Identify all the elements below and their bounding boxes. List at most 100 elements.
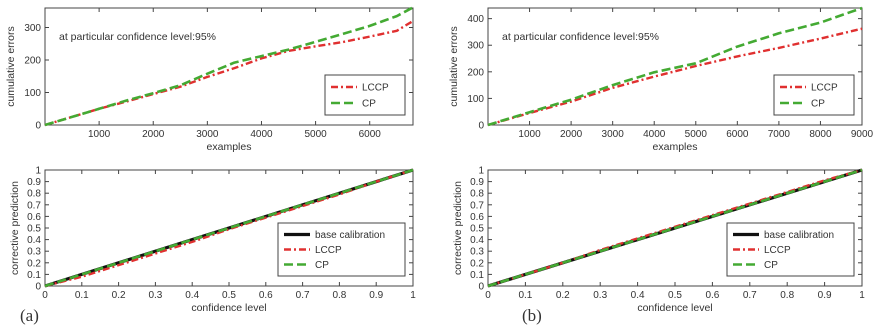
x-tick-label: 0.7: [296, 290, 310, 301]
y-tick-label: 0: [35, 121, 41, 132]
x-tick-label: 0.2: [112, 290, 126, 301]
legend-label: LCCP: [315, 245, 342, 256]
x-tick-label: 1: [410, 290, 416, 301]
x-tick-label: 0.5: [222, 290, 236, 301]
x-tick-label: 0.9: [818, 290, 832, 301]
x-tick-label: 0.1: [518, 290, 532, 301]
y-tick-label: 0.7: [27, 200, 41, 211]
x-tick-label: 0.6: [705, 290, 719, 301]
y-tick-label: 1: [478, 166, 484, 177]
annotation-text: at particular confidence level:95%: [59, 31, 216, 43]
legend-label: LCCP: [811, 83, 838, 94]
series-line-lccp: [487, 27, 863, 127]
y-tick-label: 0.8: [27, 189, 41, 200]
legend: base calibration LCCP CP: [277, 222, 406, 277]
legend-label: base calibration: [315, 230, 385, 241]
legend-label: LCCP: [764, 245, 791, 256]
y-tick-label: 0.9: [470, 177, 484, 188]
legend-label: CP: [315, 260, 329, 271]
legend-label: base calibration: [764, 230, 834, 241]
y-axis-label: cumulative errors: [448, 26, 460, 107]
x-tick-label: 5000: [685, 129, 708, 140]
x-tick-label: 3000: [602, 129, 625, 140]
x-tick-label: 8000: [809, 129, 832, 140]
x-axis-label: confidence level: [191, 302, 266, 314]
legend: LCCP CP: [324, 74, 406, 116]
x-tick-label: 3000: [196, 129, 219, 140]
panel-label-a: (a): [20, 306, 39, 325]
x-tick-label: 0.3: [593, 290, 607, 301]
y-tick-label: 400: [467, 14, 484, 25]
annotation-text: at particular confidence level:95%: [502, 31, 659, 43]
y-tick-label: 0.4: [27, 235, 41, 246]
legend-label: CP: [811, 99, 825, 110]
x-tick-label: 4000: [643, 129, 666, 140]
y-tick-label: 0: [478, 282, 484, 293]
x-tick-label: 4000: [250, 129, 273, 140]
legend-label: CP: [362, 99, 376, 110]
x-tick-label: 0: [42, 290, 48, 301]
x-tick-label: 0.4: [185, 290, 199, 301]
y-tick-label: 0.9: [27, 177, 41, 188]
y-tick-label: 0.1: [470, 270, 484, 281]
y-tick-label: 0.3: [470, 247, 484, 258]
y-tick-label: 200: [467, 67, 484, 78]
y-tick-label: 0.1: [27, 270, 41, 281]
x-axis-label: examples: [653, 141, 698, 153]
x-tick-label: 0.2: [556, 290, 570, 301]
chart-b-top: 1000 2000 3000 4000 5000 6000 7000 8000 9000 0 100…: [448, 6, 874, 153]
legend: LCCP CP: [773, 74, 855, 116]
series-line-cp: [44, 6, 414, 127]
x-tick-label: 0.3: [148, 290, 162, 301]
y-tick-label: 0.5: [470, 224, 484, 235]
x-tick-label: 0.8: [332, 290, 346, 301]
panel-label-b: (b): [522, 306, 542, 325]
x-tick-label: 1000: [88, 129, 111, 140]
chart-a-bottom: 0 0.1 0.2 0.3 0.4 0.5 0.6 0.7 0.8 0.9 100.10.20.30…: [9, 166, 416, 315]
x-tick-label: 5000: [304, 129, 327, 140]
legend: base calibration LCCP CP: [726, 222, 855, 277]
x-tick-label: 1: [859, 290, 865, 301]
x-tick-label: 1000: [518, 129, 541, 140]
x-tick-label: 0.8: [780, 290, 794, 301]
y-tick-label: 0.5: [27, 224, 41, 235]
x-tick-label: 0.1: [75, 290, 89, 301]
x-tick-label: 0.7: [743, 290, 757, 301]
y-tick-label: 0.7: [470, 200, 484, 211]
y-tick-label: 100: [467, 94, 484, 105]
series-line-cp: [487, 168, 863, 288]
x-tick-label: 2000: [142, 129, 165, 140]
x-tick-label: 2000: [560, 129, 583, 140]
legend-label: LCCP: [362, 83, 389, 94]
y-axis-label: corrective prediction: [9, 181, 21, 275]
y-tick-label: 300: [467, 41, 484, 52]
y-tick-label: 200: [24, 56, 41, 67]
x-axis-label: confidence level: [637, 302, 712, 314]
series-line-cp: [487, 6, 863, 127]
y-tick-label: 0.6: [27, 212, 41, 223]
y-axis-label: corrective prediction: [452, 181, 464, 275]
x-tick-label: 7000: [768, 129, 791, 140]
x-tick-label: 0.6: [259, 290, 273, 301]
legend-label: CP: [764, 260, 778, 271]
y-axis-label: cumulative errors: [5, 26, 17, 107]
legend-box: [773, 74, 855, 116]
chart-b-bottom: 0 0.1 0.2 0.3 0.4 0.5 0.6 0.7 0.8 0.9 100.10.20.30…: [452, 166, 865, 315]
y-tick-label: 0: [35, 282, 41, 293]
y-tick-label: 100: [24, 88, 41, 99]
y-tick-label: 0.4: [470, 235, 484, 246]
x-tick-label: 6000: [359, 129, 382, 140]
x-tick-label: 0.5: [668, 290, 682, 301]
x-tick-label: 9000: [851, 129, 874, 140]
y-tick-label: 300: [24, 23, 41, 34]
y-tick-label: 1: [35, 166, 41, 177]
y-tick-label: 0.2: [27, 258, 41, 269]
y-tick-label: 0: [478, 121, 484, 132]
y-tick-label: 0.3: [27, 247, 41, 258]
x-tick-label: 0.9: [369, 290, 383, 301]
y-tick-label: 0.2: [470, 258, 484, 269]
x-axis-label: examples: [207, 141, 252, 153]
series-line-lccp: [44, 168, 414, 288]
y-tick-label: 0.8: [470, 189, 484, 200]
